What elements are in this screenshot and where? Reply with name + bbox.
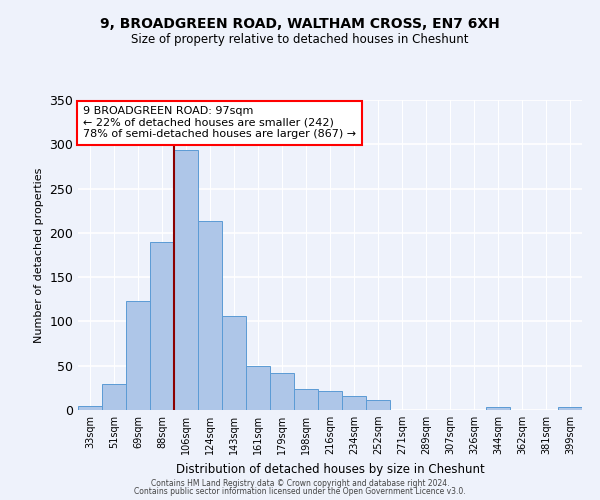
Y-axis label: Number of detached properties: Number of detached properties <box>34 168 44 342</box>
Text: 9, BROADGREEN ROAD, WALTHAM CROSS, EN7 6XH: 9, BROADGREEN ROAD, WALTHAM CROSS, EN7 6… <box>100 18 500 32</box>
Bar <box>294 388 318 410</box>
Bar <box>270 373 294 410</box>
Bar <box>78 406 102 410</box>
Bar <box>198 222 222 410</box>
Bar <box>222 316 246 410</box>
Bar <box>174 150 198 410</box>
Text: Size of property relative to detached houses in Cheshunt: Size of property relative to detached ho… <box>131 32 469 46</box>
Text: 9 BROADGREEN ROAD: 97sqm
← 22% of detached houses are smaller (242)
78% of semi-: 9 BROADGREEN ROAD: 97sqm ← 22% of detach… <box>83 106 356 140</box>
Bar <box>342 396 366 410</box>
Bar <box>366 400 390 410</box>
Bar <box>102 384 126 410</box>
Bar <box>318 392 342 410</box>
Bar <box>558 408 582 410</box>
Bar <box>246 366 270 410</box>
Text: Contains public sector information licensed under the Open Government Licence v3: Contains public sector information licen… <box>134 487 466 496</box>
X-axis label: Distribution of detached houses by size in Cheshunt: Distribution of detached houses by size … <box>176 462 484 475</box>
Bar <box>486 408 510 410</box>
Text: Contains HM Land Registry data © Crown copyright and database right 2024.: Contains HM Land Registry data © Crown c… <box>151 478 449 488</box>
Bar <box>150 242 174 410</box>
Bar <box>126 301 150 410</box>
